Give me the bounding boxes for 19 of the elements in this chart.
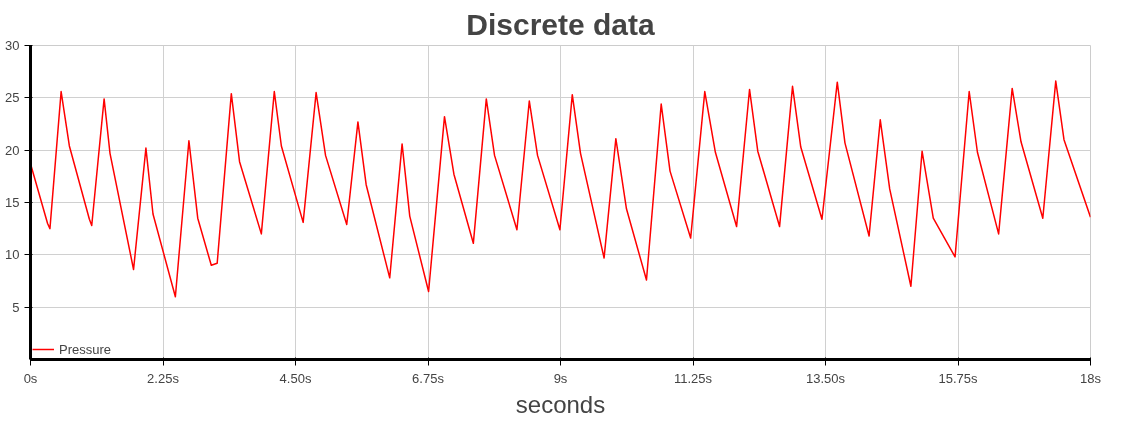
y-tick-label: 20 [5,142,20,158]
x-tick-label: 0s [23,370,38,386]
y-tick-label: 15 [5,195,20,210]
x-tick-label: 13.50s [805,370,846,386]
y-tick-label: 25 [5,90,20,106]
x-tick-label: 15.75s [938,370,979,386]
x-tick-label: 4.50s [279,370,312,386]
x-tick-label: 2.25s [147,370,180,386]
legend-label: Pressure [59,341,112,357]
x-tick-label: 6.75s [412,370,445,386]
line-series [30,80,1091,298]
x-tick-label: 9s [553,370,568,386]
x-tick-label: 18s [1080,370,1102,386]
y-tick-label: 5 [12,299,20,315]
y-tick-label: 30 [5,38,20,53]
y-tick-label: 10 [5,247,20,263]
x-tick-label: 11.25s [673,370,713,386]
chart-title: Discrete data [466,7,656,41]
x-axis-title: seconds [515,390,606,418]
